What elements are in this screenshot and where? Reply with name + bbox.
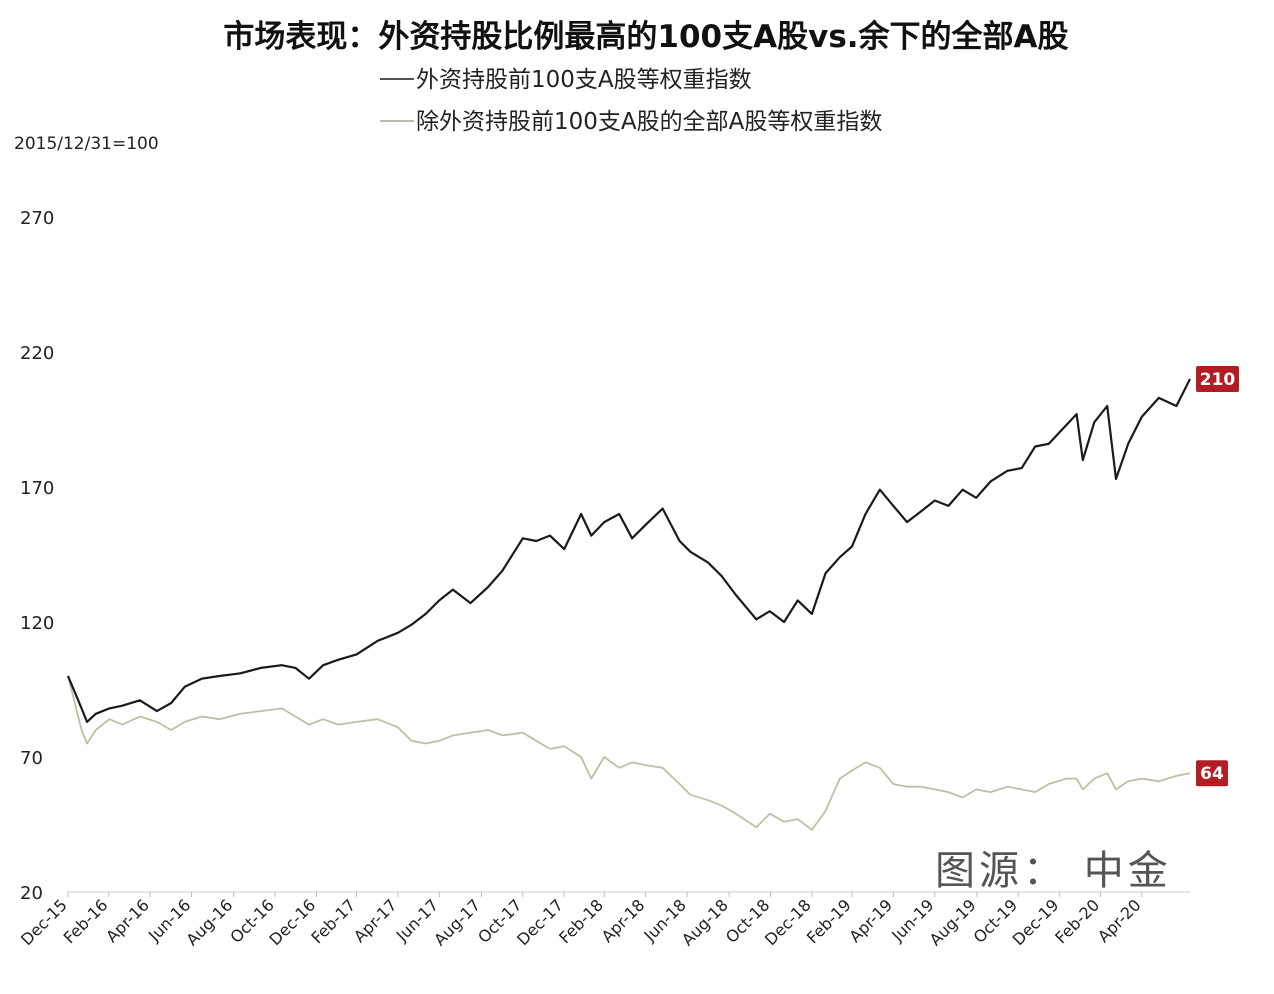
series-line-1 — [67, 675, 1191, 831]
end-label-layer: 64 210 — [1196, 366, 1239, 787]
y-tick-label-270: 270 — [20, 208, 54, 229]
y-tick-label-120: 120 — [20, 613, 54, 634]
end-badge-label-0: 210 — [1200, 370, 1236, 390]
series-layer — [66, 378, 1191, 831]
end-badge-0 — [1196, 366, 1239, 392]
y-tick-label-220: 220 — [20, 343, 54, 364]
y-axis-unit-label: 2015/12/31=100 — [14, 134, 159, 154]
legend: 外资持股前100支A股等权重指数 除外资持股前100支A股的全部A股等权重指数 — [380, 67, 882, 135]
legend-label-foreign-top100: 外资持股前100支A股等权重指数 — [416, 67, 752, 93]
y-tick-label-20: 20 — [20, 883, 43, 904]
chart-title: 市场表现：外资持股比例最高的100支A股vs.余下的全部A股 — [223, 19, 1068, 55]
end-badge-1 — [1196, 760, 1228, 787]
y-tick-label-170: 170 — [20, 478, 54, 499]
series-line-0 — [66, 378, 1191, 724]
y-tick-label-70: 70 — [20, 748, 43, 769]
source-label: 图源： 中金 — [935, 848, 1172, 894]
y-axis-ticks: 20 70 120 170 220 270 — [20, 208, 54, 904]
end-badge-label-1: 64 — [1200, 764, 1224, 784]
legend-label-rest-a-shares: 除外资持股前100支A股的全部A股等权重指数 — [416, 109, 882, 135]
